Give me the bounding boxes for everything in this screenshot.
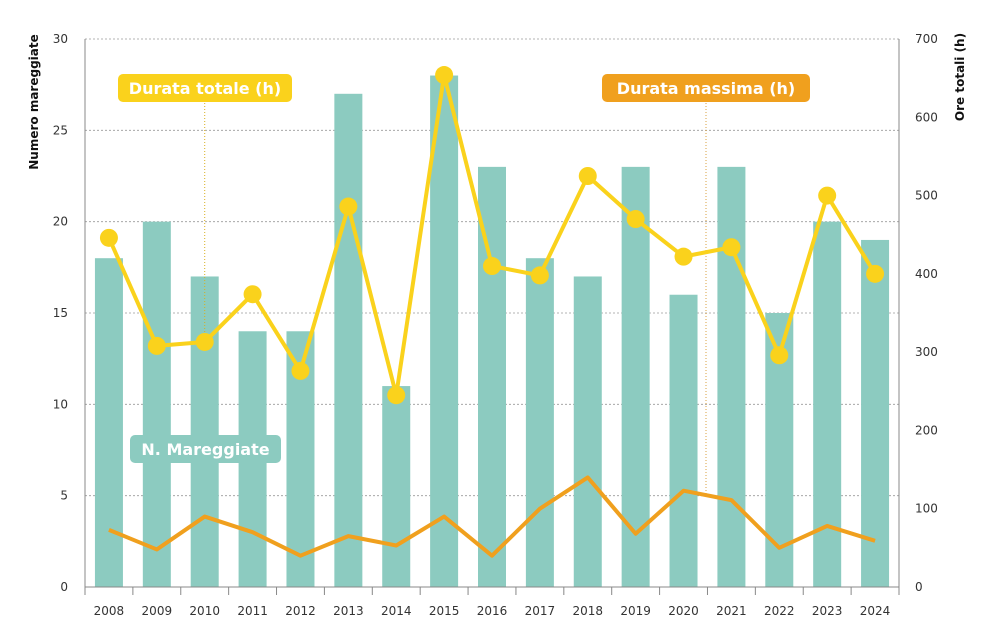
series-label-box <box>130 435 281 463</box>
bar <box>430 75 459 588</box>
y-tick-label: 10 <box>53 397 68 411</box>
y2-tick-label: 300 <box>915 345 938 359</box>
x-tick-label: 2015 <box>429 604 460 618</box>
series-label: Durata totale (h) <box>129 79 281 98</box>
x-tick-label: 2014 <box>381 604 412 618</box>
x-tick-label: 2013 <box>333 604 364 618</box>
series-label-box <box>602 74 810 102</box>
point-durata-totale <box>818 186 837 205</box>
bar <box>621 166 650 587</box>
y-tick-label: 20 <box>53 215 68 229</box>
point-durata-totale <box>770 346 789 365</box>
y2-tick-label: 600 <box>915 110 938 124</box>
bar <box>142 221 171 587</box>
point-durata-totale <box>674 247 693 266</box>
point-durata-totale <box>530 266 549 285</box>
point-durata-totale <box>99 228 118 247</box>
y-tick-label: 25 <box>53 123 68 137</box>
bar <box>382 386 411 587</box>
x-tick-label: 2021 <box>716 604 747 618</box>
y-tick-label: 30 <box>53 32 68 46</box>
point-durata-totale <box>291 361 310 380</box>
bar <box>525 258 554 587</box>
point-durata-totale <box>435 66 454 85</box>
point-durata-totale <box>387 386 406 405</box>
y2-tick-label: 500 <box>915 189 938 203</box>
x-tick-label: 2008 <box>94 604 125 618</box>
series-line-durata-massima <box>108 475 876 558</box>
bar <box>669 294 698 587</box>
series-label-box <box>118 74 292 102</box>
y2-tick-label: 200 <box>915 423 938 437</box>
x-tick-label: 2020 <box>668 604 699 618</box>
point-durata-totale <box>195 332 214 351</box>
point-durata-totale <box>483 257 501 276</box>
x-tick-label: 2019 <box>620 604 651 618</box>
bar <box>717 166 746 587</box>
y-tick-label: 5 <box>60 489 68 503</box>
y2-tick-label: 0 <box>915 580 923 594</box>
x-tick-label: 2016 <box>477 604 508 618</box>
bar <box>573 276 602 587</box>
bar <box>334 93 363 588</box>
bar <box>94 258 123 587</box>
bar <box>861 239 890 587</box>
y-tick-label: 0 <box>60 580 68 594</box>
x-tick-label: 2018 <box>572 604 603 618</box>
point-durata-totale <box>722 238 741 257</box>
y-tick-label: 15 <box>53 306 68 320</box>
point-durata-totale <box>243 285 262 304</box>
x-tick-label: 2010 <box>189 604 220 618</box>
x-tick-label: 2023 <box>812 604 843 618</box>
point-durata-totale <box>578 167 597 185</box>
bar <box>190 276 219 587</box>
point-durata-totale <box>866 264 885 283</box>
y-axis-title: Numero mareggiate <box>27 34 41 170</box>
y2-tick-label: 700 <box>915 32 938 46</box>
y2-tick-label: 400 <box>915 267 938 281</box>
point-durata-totale <box>147 336 166 355</box>
y2-tick-label: 100 <box>915 502 938 516</box>
y2-axis-title: Ore totali (h) <box>953 33 967 121</box>
point-durata-totale <box>339 197 358 216</box>
x-tick-label: 2011 <box>237 604 268 618</box>
series-label: Durata massima (h) <box>617 79 795 98</box>
x-tick-label: 2024 <box>860 604 891 618</box>
x-tick-label: 2022 <box>764 604 795 618</box>
series-label: N. Mareggiate <box>141 440 269 459</box>
x-tick-label: 2012 <box>285 604 316 618</box>
point-durata-totale <box>626 210 645 229</box>
x-tick-label: 2017 <box>525 604 556 618</box>
x-tick-label: 2009 <box>142 604 173 618</box>
